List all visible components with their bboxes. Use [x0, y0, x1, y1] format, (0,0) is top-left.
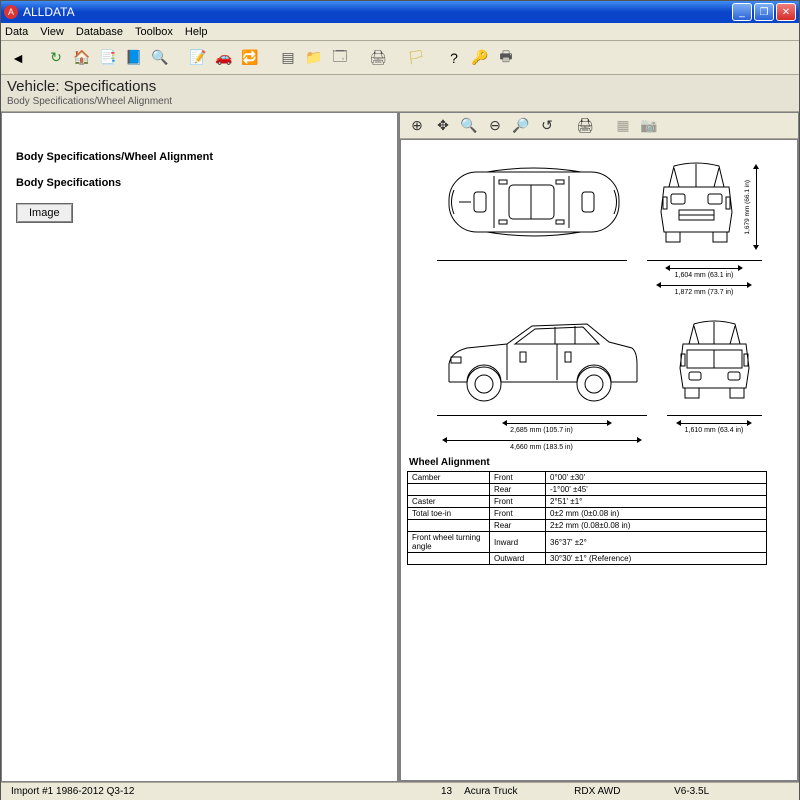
menu-help[interactable]: Help: [185, 26, 208, 38]
image-toolbar: ⊕✥🔍⊖🔎↺ 🖨 ▦📷: [400, 113, 798, 139]
window-icon[interactable]: 🗔: [329, 47, 351, 69]
diagram-area[interactable]: 1,679 mm (66.1 in) 1,604 mm (63.1 in): [400, 139, 798, 781]
minimize-button[interactable]: _: [732, 3, 752, 21]
maximize-button[interactable]: ❐: [754, 3, 774, 21]
wheelbase-label: 2,685 mm (105.7 in): [510, 427, 573, 434]
rear-track-label: 1,610 mm (63.4 in): [685, 427, 744, 434]
zoom-out-icon[interactable]: ⊖: [484, 115, 506, 137]
menu-data[interactable]: Data: [5, 26, 28, 38]
tree-icon[interactable]: 📑: [97, 47, 119, 69]
navigation-pane: Body Specifications/Wheel Alignment Body…: [1, 112, 399, 782]
table-row: Front wheel turning angleInward36°37' ±2…: [408, 532, 767, 553]
book-icon[interactable]: 📘: [123, 47, 145, 69]
table-row: CamberFront0°00' ±30': [408, 472, 767, 484]
table-row: Rear2±2 mm (0.08±0.08 in): [408, 520, 767, 532]
status-model: RDX AWD: [568, 786, 668, 797]
vehicle-front-view: [649, 152, 744, 252]
section-heading-2: Body Specifications: [16, 177, 387, 189]
pan-icon[interactable]: ✥: [432, 115, 454, 137]
main-toolbar: ◄ ↻🏠📑📘🔍 📝🚗🔁 ▤📁🗔 🖨 🏳?🔑🖶: [1, 41, 799, 75]
help-icon[interactable]: ?: [443, 47, 465, 69]
breadcrumb: Body Specifications/Wheel Alignment: [7, 96, 793, 107]
front-track-label: 1,604 mm (63.1 in): [675, 272, 734, 279]
status-source: Import #1 1986-2012 Q3-12: [5, 786, 435, 797]
home-icon[interactable]: 🏠: [71, 47, 93, 69]
key-icon[interactable]: 🔑: [469, 47, 491, 69]
print-icon[interactable]: 🖨: [367, 47, 389, 69]
overall-length-label: 4,660 mm (183.5 in): [510, 444, 573, 451]
table-row: Outward30°30' ±1° (Reference): [408, 553, 767, 565]
overall-width-label: 1,872 mm (73.7 in): [675, 289, 734, 296]
image-button[interactable]: Image: [16, 203, 73, 223]
search-icon[interactable]: 🔍: [149, 47, 171, 69]
content-pane: ⊕✥🔍⊖🔎↺ 🖨 ▦📷: [399, 112, 799, 782]
zoom-in-icon[interactable]: ⊕: [406, 115, 428, 137]
status-make: Acura Truck: [458, 786, 568, 797]
folder-icon[interactable]: 📁: [303, 47, 325, 69]
note-icon[interactable]: 📝: [187, 47, 209, 69]
car-swap-icon[interactable]: 🔁: [239, 47, 261, 69]
flag-icon[interactable]: 🏳: [405, 47, 427, 69]
height-dimension: 1,679 mm (66.1 in): [744, 162, 759, 252]
status-engine: V6-3.5L: [668, 786, 715, 797]
app-title: ALLDATA: [23, 5, 75, 19]
zoom-reset-icon[interactable]: ↺: [536, 115, 558, 137]
menubar: Data View Database Toolbox Help: [1, 23, 799, 41]
vehicle-top-view: [439, 152, 629, 252]
back-arrow-icon[interactable]: ◄: [7, 47, 29, 69]
car-red-icon[interactable]: 🚗: [213, 47, 235, 69]
vehicle-rear-view: [667, 312, 762, 407]
app-icon: A: [4, 5, 18, 19]
main-area: Body Specifications/Wheel Alignment Body…: [1, 112, 799, 782]
zoom-region-icon[interactable]: 🔍: [458, 115, 480, 137]
camera-icon[interactable]: 📷: [638, 115, 660, 137]
page-header: Vehicle: Specifications Body Specificati…: [1, 75, 799, 112]
print-img-icon[interactable]: 🖨: [574, 115, 596, 137]
section-heading-1: Body Specifications/Wheel Alignment: [16, 151, 387, 163]
statusbar: Import #1 1986-2012 Q3-12 13 Acura Truck…: [1, 782, 799, 800]
wheel-alignment-table: CamberFront0°00' ±30'Rear-1°00' ±45'Cast…: [407, 471, 767, 565]
menu-database[interactable]: Database: [76, 26, 123, 38]
menu-toolbox[interactable]: Toolbox: [135, 26, 173, 38]
grid-icon[interactable]: ▦: [612, 115, 634, 137]
print2-icon[interactable]: 🖶: [495, 47, 517, 69]
menu-view[interactable]: View: [40, 26, 64, 38]
close-button[interactable]: ✕: [776, 3, 796, 21]
list-icon[interactable]: ▤: [277, 47, 299, 69]
titlebar: A ALLDATA _ ❐ ✕: [1, 1, 799, 23]
vehicle-side-view: [437, 312, 647, 407]
table-row: Rear-1°00' ±45': [408, 484, 767, 496]
zoom-fit-icon[interactable]: 🔎: [510, 115, 532, 137]
status-col2: 13: [435, 786, 458, 797]
table-row: CasterFront2°51' ±1°: [408, 496, 767, 508]
refresh-icon[interactable]: ↻: [45, 47, 67, 69]
page-title: Vehicle: Specifications: [7, 78, 793, 95]
table-row: Total toe-inFront0±2 mm (0±0.08 in): [408, 508, 767, 520]
spec-table-title: Wheel Alignment: [409, 457, 791, 468]
